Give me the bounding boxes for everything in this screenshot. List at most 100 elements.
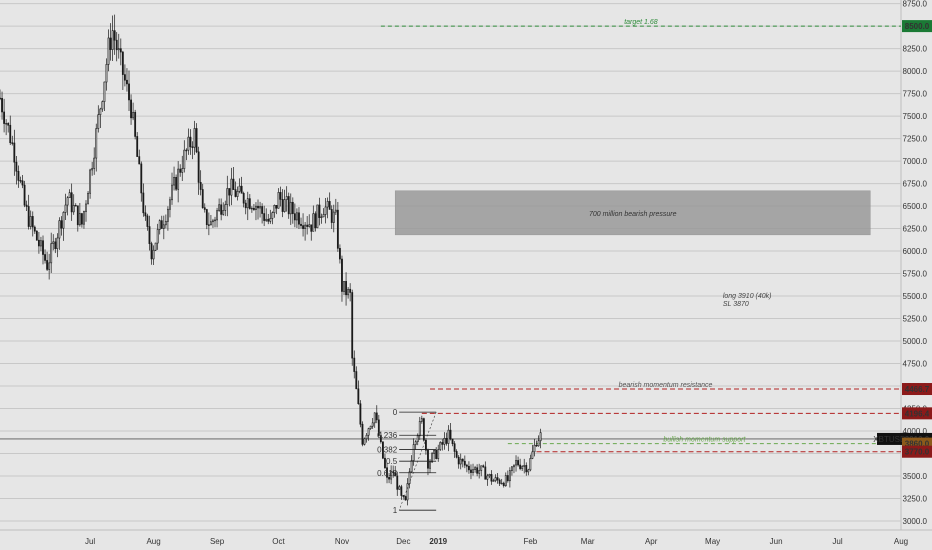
candle-body [60, 220, 63, 229]
candle-body [136, 136, 139, 157]
candle-body [367, 428, 370, 436]
level-label: bearish momentum resistance [619, 382, 713, 389]
candle-body [291, 201, 294, 214]
candle-body [461, 458, 464, 462]
candle-body [414, 441, 417, 445]
candle-body [117, 48, 120, 51]
candle-body [91, 168, 94, 171]
candle-body [220, 204, 223, 215]
candle-body [468, 465, 470, 471]
fib-level-label: 0.618 [377, 469, 398, 478]
candle-body [236, 191, 239, 197]
candle-body [105, 64, 108, 83]
candle-body [101, 101, 104, 110]
candle-body [35, 230, 38, 241]
candle-body [328, 201, 331, 210]
candle-body [152, 249, 155, 260]
candle-body [490, 474, 493, 482]
candle-body [119, 48, 122, 53]
candle-body [349, 288, 352, 293]
y-tick-label: 7250.0 [903, 135, 928, 144]
candle-body [515, 460, 517, 466]
candle-body [453, 443, 456, 452]
candle-body [285, 196, 288, 200]
candle-body [273, 205, 276, 214]
candle-body [373, 412, 376, 424]
fib-level-label: 0.236 [377, 431, 398, 440]
candle-body [48, 262, 51, 270]
candle-body [486, 475, 489, 480]
y-tick-label: 5250.0 [903, 315, 928, 324]
candle-body [508, 470, 511, 482]
candle-body [37, 239, 40, 247]
candle-body [52, 241, 55, 244]
candle-body [212, 220, 214, 223]
candle-body [169, 199, 171, 210]
candle-body [318, 204, 321, 218]
candle-body [451, 438, 454, 444]
candle-body [232, 178, 235, 190]
candle-body [189, 136, 192, 148]
candle-body [33, 226, 36, 232]
candle-body [62, 212, 65, 229]
fib-trend-line [398, 412, 437, 511]
candle-body [193, 128, 196, 148]
candle-body [214, 219, 216, 222]
symbol-label-box [877, 432, 902, 445]
candle-body [435, 449, 438, 459]
candle-body [109, 37, 112, 50]
x-tick-label: Sep [210, 537, 225, 546]
price-label-text: 3770.0 [905, 448, 930, 457]
y-tick-label: 5000.0 [903, 337, 928, 346]
candle-body [287, 196, 290, 215]
candle-body [242, 192, 245, 204]
candle-body [216, 210, 218, 221]
candle-body [433, 449, 436, 454]
candle-body [388, 477, 390, 480]
price-label-text: 4196.4 [905, 409, 930, 418]
candle-body [529, 458, 532, 471]
price-label-box [902, 383, 932, 396]
candle-body [99, 108, 102, 116]
candle-body [27, 206, 30, 227]
candle-body [183, 149, 186, 169]
candle-body [269, 218, 272, 222]
candle-body [445, 437, 448, 444]
candle-body [44, 254, 46, 261]
candle-body [267, 218, 270, 222]
x-tick-label: Dec [396, 537, 410, 546]
candle-body [322, 214, 325, 218]
candle-body [296, 212, 298, 221]
candle-body [283, 199, 286, 212]
candle-body [42, 240, 44, 255]
candle-body [50, 243, 53, 264]
candle-body [359, 403, 362, 425]
candle-body [410, 460, 413, 473]
candle-body [504, 475, 507, 486]
candle-body [181, 168, 184, 173]
candle-body [93, 157, 96, 169]
candle-body [29, 216, 32, 227]
candle-body [54, 241, 57, 250]
candle-body [83, 211, 85, 225]
candle-body [148, 226, 151, 244]
candle-body [506, 475, 509, 482]
candle-body [271, 212, 274, 219]
candle-body [537, 440, 540, 447]
candle-body [15, 161, 18, 172]
candle-body [218, 204, 221, 211]
candle-body [353, 357, 356, 372]
y-tick-label: 5500.0 [903, 292, 928, 301]
price-label-text: 3860.0 [905, 440, 930, 449]
candle-body [179, 168, 182, 173]
y-tick-label: 3250.0 [903, 495, 928, 504]
candle-body [308, 224, 311, 227]
candle-body [160, 220, 163, 229]
candle-body [5, 123, 8, 125]
candle-body [23, 184, 26, 206]
candle-body [234, 189, 237, 197]
candle-body [289, 201, 292, 215]
candle-body [240, 185, 243, 194]
x-tick-label: Oct [272, 537, 285, 546]
